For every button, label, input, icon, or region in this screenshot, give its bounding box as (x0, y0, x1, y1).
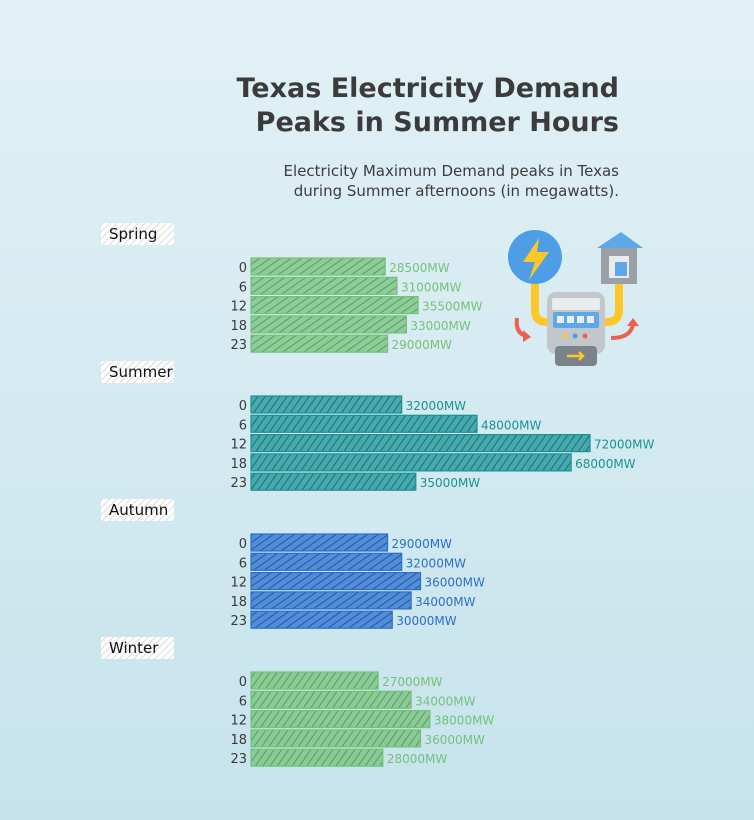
bar (250, 690, 412, 709)
bar (250, 533, 389, 552)
bar (250, 395, 403, 414)
series-group-spring: Spring 0 28500MW 6 31000MW 12 35500MW 18 33000MW… (101, 223, 483, 353)
data-label: 29000MW (392, 338, 453, 352)
tick-label: 0 (239, 261, 247, 276)
bar (250, 709, 431, 729)
bar (250, 434, 591, 453)
series-group-autumn: Autumn 0 29000MW 6 32000MW 12 36000MW 18 34000MW… (101, 499, 485, 629)
bar (250, 453, 572, 472)
data-label: 72000MW (594, 438, 655, 452)
data-label: 32000MW (406, 556, 467, 570)
tick-label: 0 (239, 399, 247, 414)
tick-label: 12 (230, 438, 247, 453)
data-label: 34000MW (415, 694, 476, 708)
data-label: 34000MW (415, 595, 476, 609)
tick-label: 6 (239, 418, 247, 433)
data-label: 35000MW (420, 476, 481, 490)
tick-label: 12 (230, 714, 247, 729)
data-label: 28500MW (389, 261, 450, 275)
series-label: Summer (109, 363, 173, 381)
tick-label: 6 (239, 280, 247, 295)
bar (250, 414, 478, 433)
tick-label: 12 (230, 300, 247, 315)
tick-label: 23 (230, 752, 247, 767)
bar (250, 296, 419, 315)
tick-label: 23 (230, 338, 247, 353)
series-label-box (101, 361, 174, 383)
series-label: Spring (109, 225, 157, 243)
bar (250, 729, 422, 748)
bar (250, 571, 422, 591)
tick-label: 18 (230, 595, 247, 610)
electric-meter-icon (505, 230, 645, 370)
data-label: 35500MW (422, 300, 483, 314)
bar (250, 276, 398, 295)
bar (250, 671, 379, 690)
data-label: 38000MW (434, 714, 495, 728)
series-label-box (101, 499, 174, 521)
tick-label: 6 (239, 694, 247, 709)
tick-label: 6 (239, 556, 247, 571)
bar (250, 472, 417, 491)
bar (250, 315, 407, 334)
tick-label: 23 (230, 614, 247, 629)
series-label-box (101, 637, 174, 659)
tick-label: 0 (239, 675, 247, 690)
data-label: 29000MW (392, 537, 453, 551)
chart-title-line-2: Peaks in Summer Hours (255, 107, 619, 138)
bar (250, 591, 412, 610)
chart-subtitle-line-1: Electricity Maximum Demand peaks in Texa… (283, 162, 619, 180)
data-label: 28000MW (387, 752, 448, 766)
data-label: 27000MW (382, 675, 443, 689)
bar (250, 610, 393, 629)
series-group-winter: Winter 0 27000MW 6 34000MW 12 38000MW 18 36000MW… (101, 637, 494, 767)
bar (250, 748, 384, 767)
tick-label: 18 (230, 733, 247, 748)
tick-label: 23 (230, 476, 247, 491)
data-label: 31000MW (401, 280, 462, 294)
chart-subtitle: Electricity Maximum Demand peaks in Texa… (179, 161, 619, 201)
tick-label: 12 (230, 576, 247, 591)
series-label: Autumn (109, 501, 168, 519)
chart-title-line-1: Texas Electricity Demand (236, 73, 619, 104)
house-icon (597, 232, 643, 248)
series-group-summer: Summer 0 32000MW 6 48000MW 12 72000MW 18 68000MW… (101, 361, 655, 491)
bar (250, 334, 389, 353)
bar (250, 257, 386, 276)
data-label: 48000MW (481, 418, 542, 432)
data-label: 36000MW (425, 733, 486, 747)
chart-subtitle-line-2: during Summer afternoons (in megawatts). (293, 182, 619, 200)
bar (250, 552, 403, 571)
tick-label: 18 (230, 319, 247, 334)
chart-title: Texas Electricity Demand Peaks in Summer… (119, 72, 619, 140)
data-label: 30000MW (396, 614, 457, 628)
series-label: Winter (109, 639, 159, 657)
data-label: 36000MW (425, 576, 486, 590)
data-label: 68000MW (575, 457, 636, 471)
tick-label: 0 (239, 537, 247, 552)
series-label-box (101, 223, 174, 245)
data-label: 33000MW (410, 319, 471, 333)
data-label: 32000MW (406, 399, 467, 413)
tick-label: 18 (230, 457, 247, 472)
